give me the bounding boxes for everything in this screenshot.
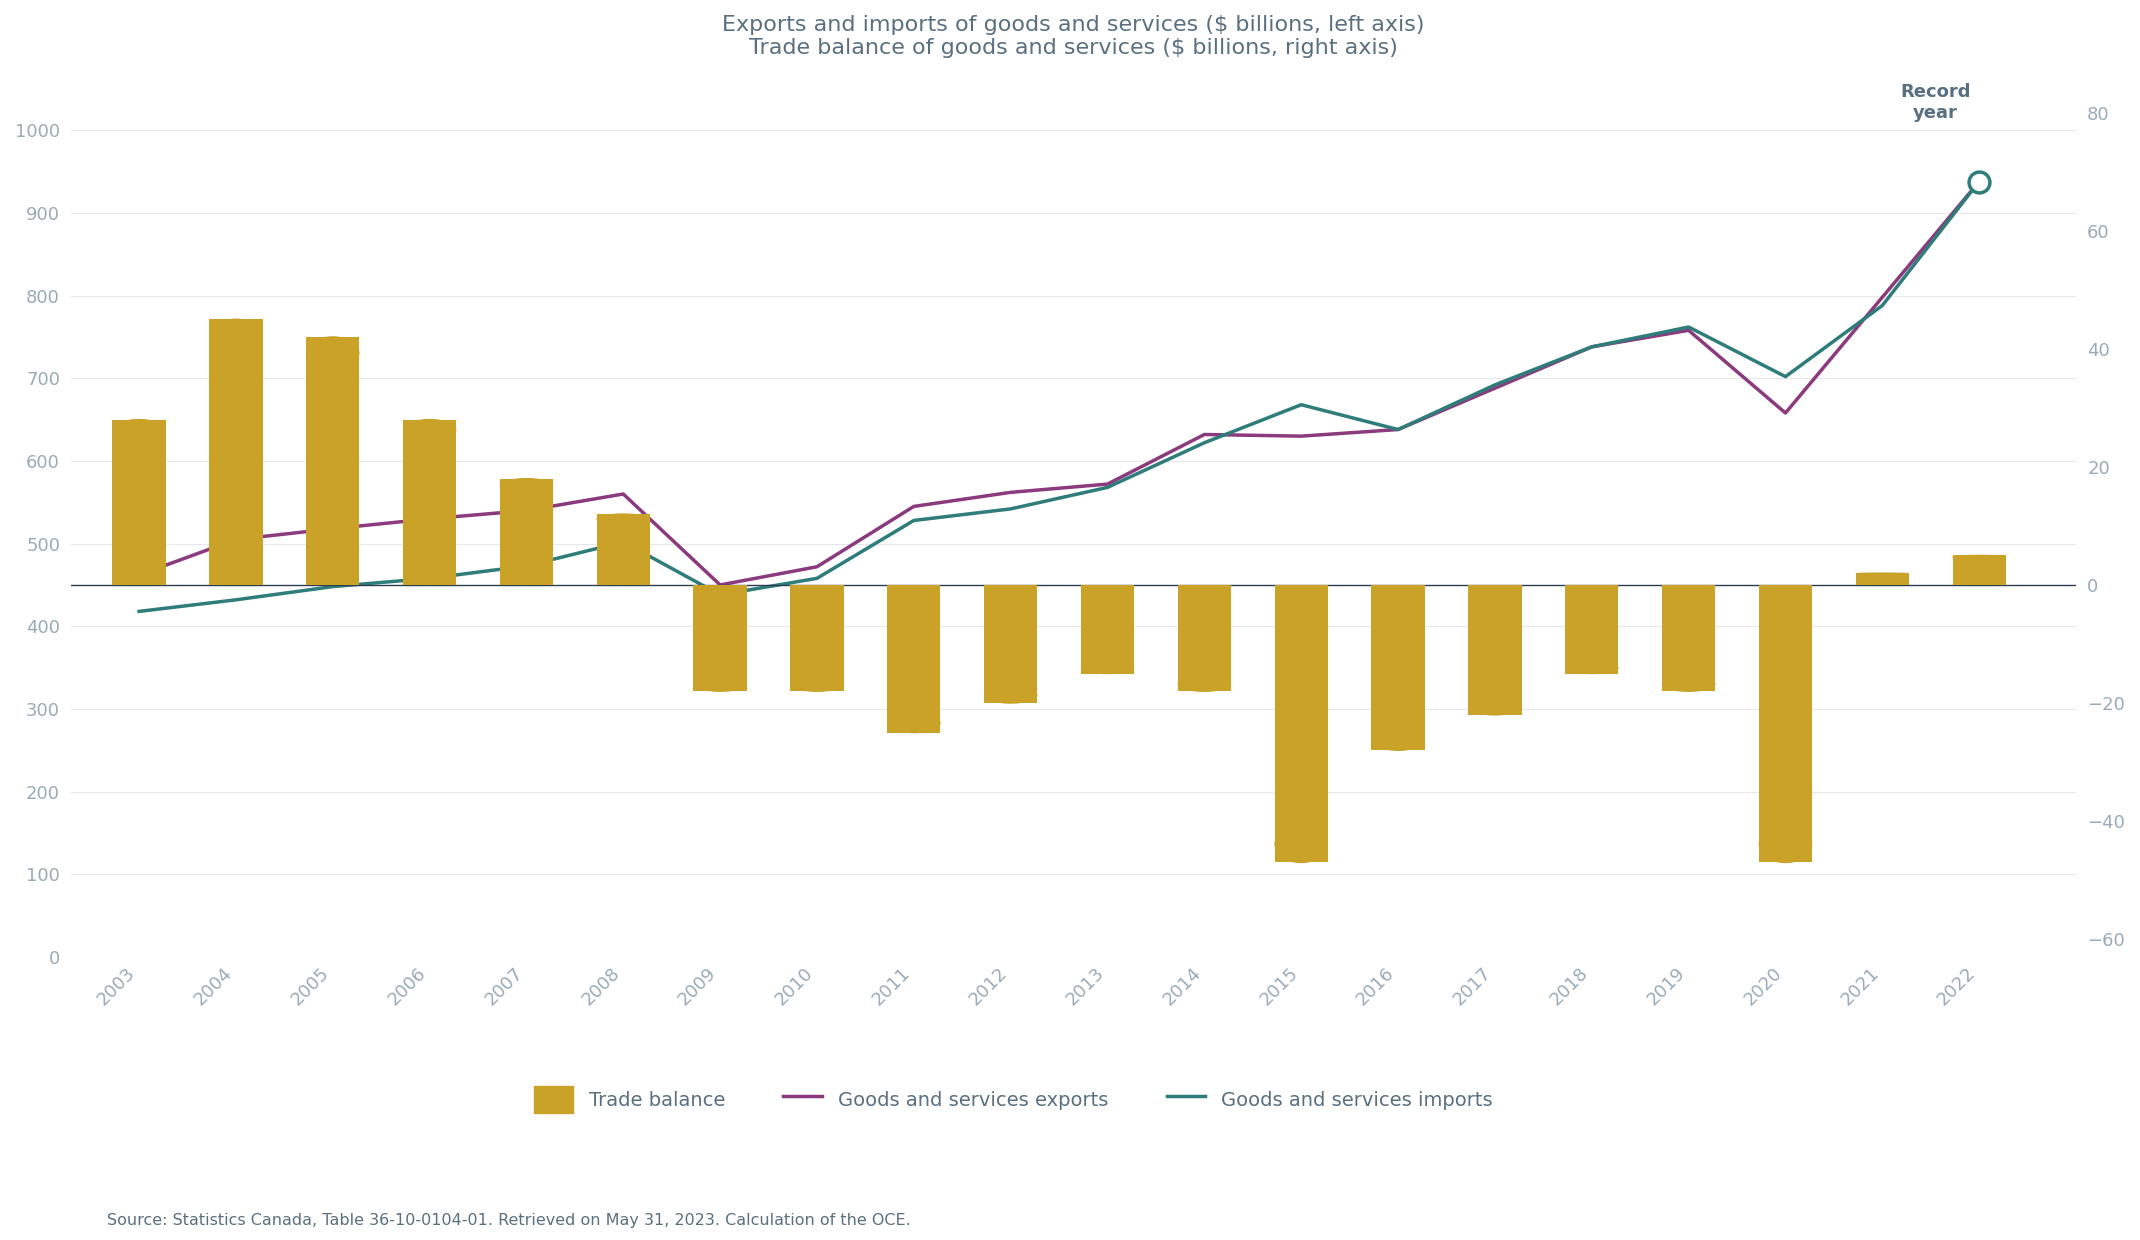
Bar [1468,585,1522,714]
Bar [306,337,360,585]
Bar [1952,556,2005,585]
Bar [1081,585,1134,673]
Ellipse shape [792,677,843,691]
Bar [984,585,1038,703]
Ellipse shape [1275,826,1327,863]
Ellipse shape [1663,677,1714,691]
Ellipse shape [1372,729,1425,750]
Bar [693,585,747,691]
Ellipse shape [306,337,360,370]
Bar [1177,585,1230,691]
Ellipse shape [597,515,648,523]
Bar [501,479,552,585]
Bar [1663,585,1716,691]
Title: Exports and imports of goods and services ($ billions, left axis)
Trade balance : Exports and imports of goods and service… [723,15,1425,58]
Ellipse shape [1566,662,1618,673]
Ellipse shape [984,688,1036,703]
Bar [113,419,165,585]
Bar [1275,585,1327,863]
Bar [402,419,456,585]
Ellipse shape [693,677,747,691]
Ellipse shape [1855,573,1909,574]
Text: Record
year: Record year [1900,83,1971,122]
Ellipse shape [404,419,456,441]
Bar [790,585,843,691]
Ellipse shape [1759,826,1813,863]
Ellipse shape [113,419,165,441]
Bar [1759,585,1813,863]
Bar [210,319,263,585]
Ellipse shape [1468,698,1522,714]
Bar [597,515,651,585]
Bar [888,585,939,733]
Bar [1855,573,1909,585]
Ellipse shape [501,479,552,492]
Bar [1564,585,1618,673]
Legend: Trade balance, Goods and services exports, Goods and services imports: Trade balance, Goods and services export… [526,1078,1500,1121]
Ellipse shape [888,713,939,733]
Bar [1372,585,1425,750]
Ellipse shape [1954,556,2005,559]
Ellipse shape [1081,662,1134,673]
Text: Source: Statistics Canada, Table 36-10-0104-01. Retrieved on May 31, 2023. Calcu: Source: Statistics Canada, Table 36-10-0… [107,1213,912,1228]
Ellipse shape [210,319,261,353]
Ellipse shape [1179,677,1230,691]
